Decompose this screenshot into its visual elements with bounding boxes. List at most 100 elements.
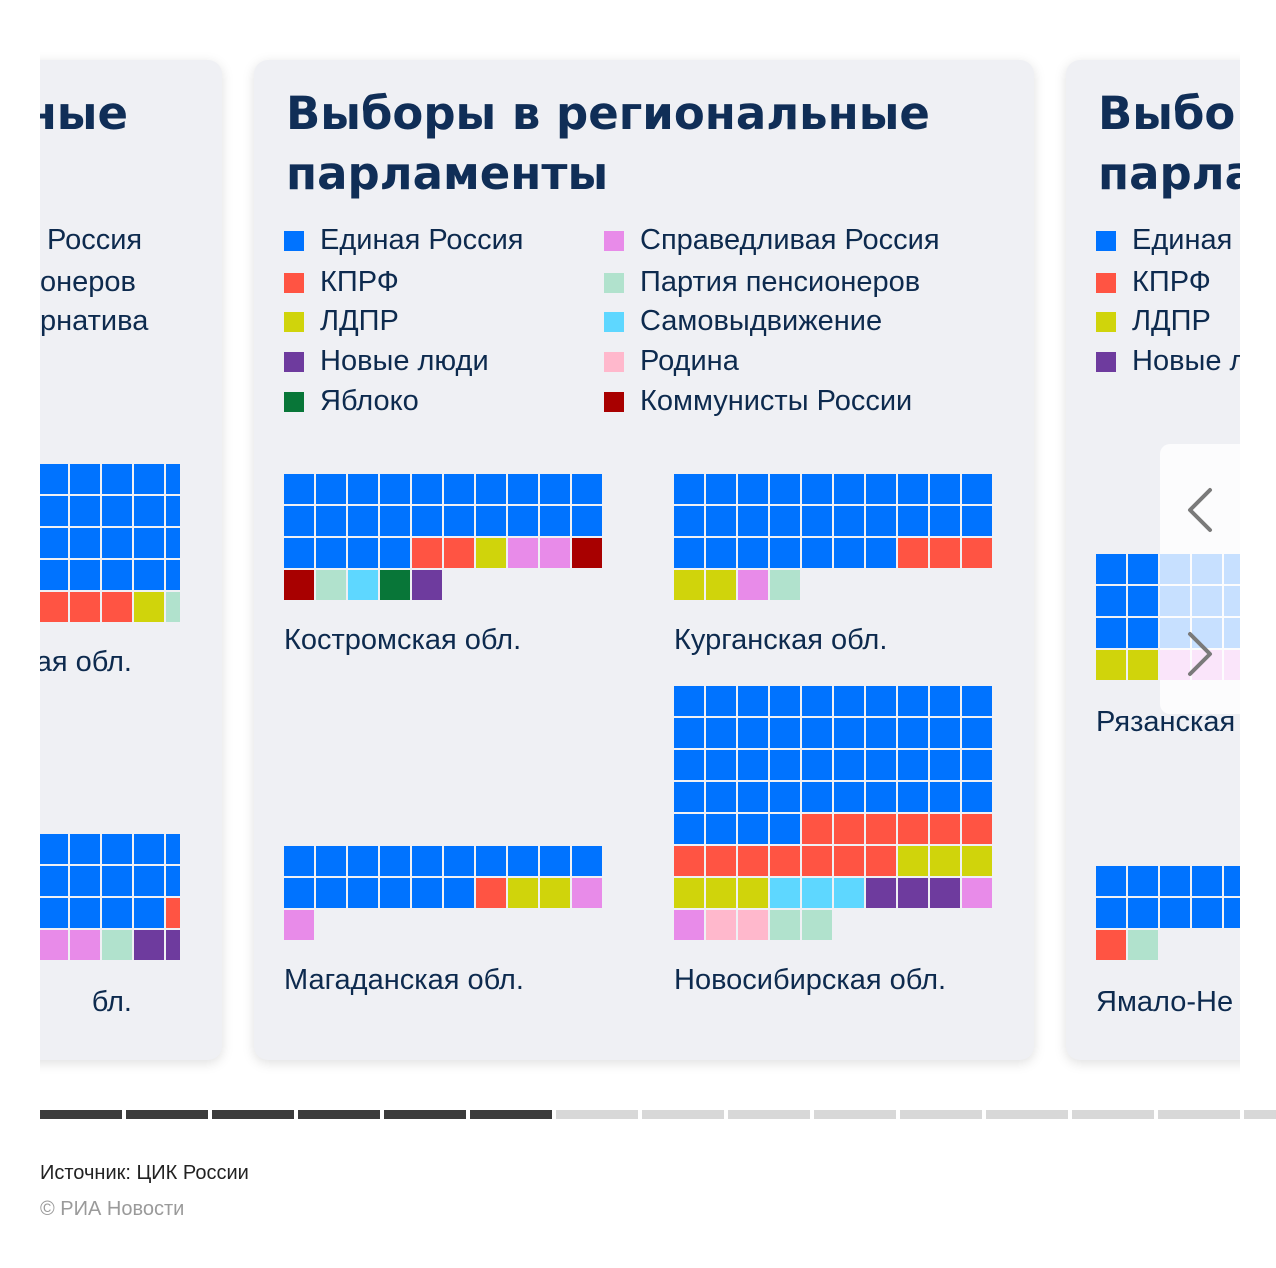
seat-kprf xyxy=(802,846,832,876)
seat-er xyxy=(166,834,180,864)
partial-waffle-bottom xyxy=(1096,866,1240,960)
seat-nl xyxy=(866,878,896,908)
legend-swatch xyxy=(1096,273,1116,293)
seat-er xyxy=(962,506,992,536)
seat-er xyxy=(284,846,314,876)
seat-er xyxy=(134,560,164,590)
seat-ldpr xyxy=(898,846,928,876)
seat-er xyxy=(70,866,100,896)
seat-er xyxy=(930,686,960,716)
seat-kprf xyxy=(674,846,704,876)
progress-segment[interactable] xyxy=(986,1110,1068,1119)
progress-segment[interactable] xyxy=(126,1110,208,1119)
seat-er xyxy=(316,506,346,536)
seat-kprf xyxy=(834,846,864,876)
chevron-right-icon[interactable] xyxy=(1172,626,1228,682)
seat-er xyxy=(444,878,474,908)
seat-pensioners xyxy=(770,570,800,600)
waffle-grid xyxy=(674,474,1004,600)
seat-er xyxy=(674,506,704,536)
seat-er xyxy=(284,506,314,536)
progress-segment[interactable] xyxy=(40,1110,122,1119)
progress-segment[interactable] xyxy=(298,1110,380,1119)
seat-self xyxy=(802,878,832,908)
seat-kprf xyxy=(930,538,960,568)
seat-er xyxy=(102,834,132,864)
legend-label: Единая Россия xyxy=(320,224,524,256)
seat-er xyxy=(674,686,704,716)
seat-kprf xyxy=(166,898,180,928)
seat-er xyxy=(102,464,132,494)
seat-er xyxy=(348,506,378,536)
legend-swatch xyxy=(284,312,304,332)
seat-er xyxy=(444,506,474,536)
seat-er xyxy=(834,686,864,716)
region-name: Костромская обл. xyxy=(284,624,522,656)
progress-segment[interactable] xyxy=(556,1110,638,1119)
progress-segment[interactable] xyxy=(900,1110,982,1119)
seat-er xyxy=(930,750,960,780)
progress-segment[interactable] xyxy=(212,1110,294,1119)
seat-sr xyxy=(572,878,602,908)
chevron-left-icon[interactable] xyxy=(1172,482,1228,538)
seat-er xyxy=(284,538,314,568)
seat-er xyxy=(866,686,896,716)
seat-er xyxy=(834,474,864,504)
seat-self xyxy=(834,878,864,908)
seat-er xyxy=(706,782,736,812)
seat-er xyxy=(738,506,768,536)
seat-nl xyxy=(930,878,960,908)
seat-er xyxy=(866,782,896,812)
progress-segment[interactable] xyxy=(814,1110,896,1119)
seat-pensioners xyxy=(102,930,132,960)
progress-segment[interactable] xyxy=(470,1110,552,1119)
seat-er xyxy=(540,506,570,536)
progress-segment[interactable] xyxy=(1072,1110,1154,1119)
seat-er xyxy=(706,718,736,748)
seat-er xyxy=(898,718,928,748)
seat-ldpr xyxy=(962,846,992,876)
seat-er xyxy=(834,506,864,536)
seat-er xyxy=(962,750,992,780)
seat-nl xyxy=(166,930,180,960)
seat-er xyxy=(40,866,68,896)
copyright: © РИА Новости xyxy=(40,1198,185,1220)
progress-segment[interactable] xyxy=(384,1110,466,1119)
seat-er xyxy=(674,814,704,844)
seat-ldpr xyxy=(1128,650,1158,680)
progress-segment[interactable] xyxy=(1158,1110,1240,1119)
seat-er xyxy=(866,538,896,568)
seat-er xyxy=(380,878,410,908)
seat-sr xyxy=(70,930,100,960)
seat-er xyxy=(802,506,832,536)
partial-waffle-bottom xyxy=(40,834,180,960)
seat-er xyxy=(706,538,736,568)
legend-label: Новые л xyxy=(1132,345,1240,377)
waffle-grid xyxy=(674,686,1004,940)
progress-segment[interactable] xyxy=(1244,1110,1276,1119)
seat-er xyxy=(802,718,832,748)
seat-er xyxy=(348,474,378,504)
seat-ldpr xyxy=(674,878,704,908)
seat-er xyxy=(674,782,704,812)
seat-rodina xyxy=(706,910,736,940)
seat-er xyxy=(40,464,68,494)
legend-swatch xyxy=(604,273,624,293)
legend-label: Единая xyxy=(1132,224,1233,256)
seat-er xyxy=(40,898,68,928)
seat-er xyxy=(738,782,768,812)
waffle-kostroma: Костромская обл. xyxy=(284,460,614,660)
seat-kprf xyxy=(412,538,442,568)
progress-segment[interactable] xyxy=(642,1110,724,1119)
seat-er xyxy=(674,718,704,748)
partial-region-name: Ямало-Не xyxy=(1096,986,1234,1018)
region-card-previous[interactable]: ные Россия онеров рнатива ая обл. бл. xyxy=(40,60,222,1060)
seat-er xyxy=(70,496,100,526)
seat-nl xyxy=(898,878,928,908)
seat-er xyxy=(962,718,992,748)
legend-label: ЛДПР xyxy=(320,305,399,337)
legend-label: Партия пенсионеров xyxy=(640,266,921,298)
seat-er xyxy=(1096,618,1126,648)
seat-er xyxy=(834,718,864,748)
progress-segment[interactable] xyxy=(728,1110,810,1119)
